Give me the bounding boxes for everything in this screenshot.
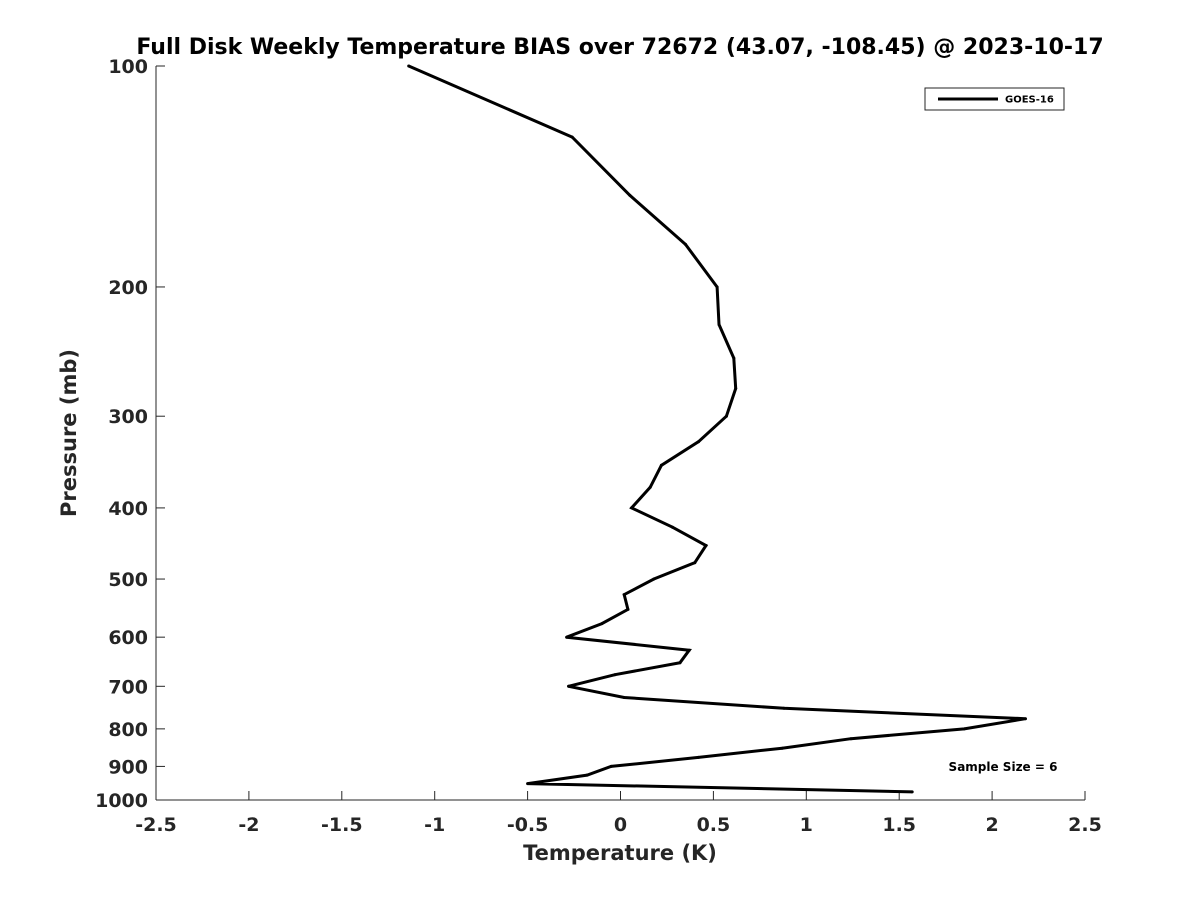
data-point — [567, 684, 570, 688]
data-point — [962, 727, 966, 731]
data-point — [622, 696, 626, 699]
x-tick-label: -0.5 — [507, 814, 549, 836]
data-point — [652, 577, 656, 581]
data-point — [613, 673, 617, 677]
x-tick-label: -1 — [424, 814, 445, 836]
data-point — [910, 790, 914, 794]
data-point — [732, 356, 736, 360]
data-point — [565, 635, 569, 639]
data-point — [693, 561, 697, 565]
y-tick-label: 900 — [108, 756, 148, 778]
x-tick-label: 2.5 — [1068, 814, 1102, 836]
y-axis-title: Pressure (mb) — [57, 349, 81, 517]
x-tick-label: -1.5 — [321, 814, 363, 836]
y-axis-ticks: 100 200 300 400 500 600 700 800 900 1000 — [95, 56, 165, 812]
data-point — [849, 737, 853, 741]
y-tick-label: 600 — [108, 627, 148, 649]
y-tick-label: 300 — [108, 406, 148, 428]
y-tick-label: 100 — [108, 56, 148, 78]
sample-size-annotation: Sample Size = 6 — [949, 760, 1058, 774]
data-point — [704, 544, 708, 547]
plot-area: -2.5 -2 -1.5 -1 -0.5 0 0.5 1 1.5 2 2.5 100 200 300 40… — [95, 56, 1102, 836]
x-tick-label: 1 — [800, 814, 813, 836]
y-tick-label: 400 — [108, 498, 148, 520]
x-tick-label: -2 — [238, 814, 259, 836]
data-point — [697, 440, 700, 444]
legend: GOES-16 — [924, 87, 1065, 111]
y-tick-label: 1000 — [95, 790, 148, 812]
x-axis-ticks: -2.5 -2 -1.5 -1 -0.5 0 0.5 1 1.5 2 2.5 — [135, 791, 1102, 836]
y-tick-label: 700 — [108, 676, 148, 698]
y-tick-label: 200 — [108, 277, 148, 299]
data-point — [734, 387, 738, 390]
y-tick-label: 800 — [108, 719, 148, 741]
x-tick-label: 2 — [985, 814, 998, 836]
data-point — [407, 64, 411, 68]
x-tick-label: 0.5 — [697, 814, 731, 836]
y-tick-label: 500 — [108, 569, 148, 591]
data-point — [526, 782, 530, 786]
data-point — [697, 755, 700, 759]
data-point — [671, 525, 674, 529]
chart-title: Full Disk Weekly Temperature BIAS over 7… — [136, 35, 1103, 60]
x-tick-label: 1.5 — [882, 814, 916, 836]
data-point — [780, 746, 784, 750]
data-point — [1024, 717, 1027, 721]
series-layer — [407, 64, 1027, 794]
data-point — [684, 242, 687, 246]
data-point — [630, 506, 634, 510]
data-point — [687, 648, 691, 652]
data-point — [609, 764, 613, 768]
data-point — [622, 593, 626, 597]
data-point — [678, 661, 682, 665]
data-point — [570, 135, 574, 139]
data-point — [782, 706, 786, 710]
data-point — [585, 773, 589, 777]
x-axis-title: Temperature (K) — [523, 841, 717, 865]
x-tick-label: -2.5 — [135, 814, 177, 836]
legend-label-goes-16: GOES-16 — [1005, 95, 1054, 106]
data-point — [600, 622, 604, 626]
data-point — [648, 485, 652, 489]
data-point — [715, 285, 719, 289]
data-point — [659, 463, 663, 467]
series-line-goes-16 — [408, 64, 1026, 794]
data-point — [724, 414, 728, 418]
data-point — [717, 323, 721, 326]
data-point — [628, 193, 632, 197]
x-tick-label: 0 — [614, 814, 627, 836]
data-point — [626, 607, 630, 611]
